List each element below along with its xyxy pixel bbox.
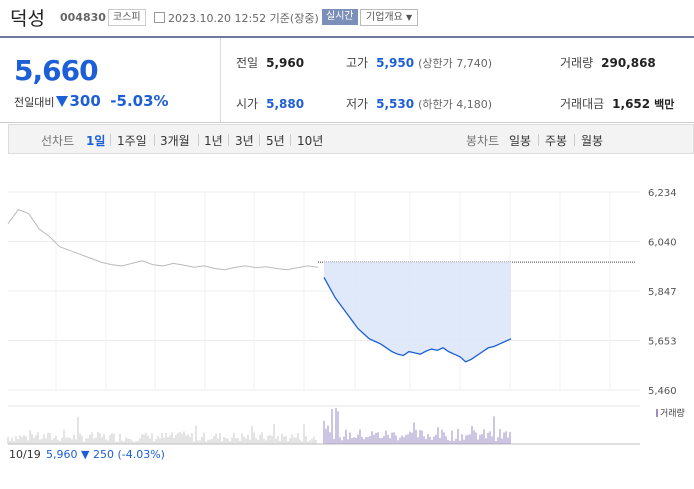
tab-1y[interactable]: 1년 [204, 134, 223, 148]
y-tick-label: 5,460 [648, 386, 677, 397]
today-price-line [323, 277, 512, 363]
tab-5y[interactable]: 5년 [266, 134, 285, 148]
down-icon: ▼ [81, 448, 90, 461]
stat-prev: 전일 5,960 [236, 56, 305, 70]
price-box: 5,660 전일대비 300 -5.03% [0, 38, 221, 122]
volume-legend-mark [656, 409, 658, 417]
chevron-down-icon: ▼ [406, 13, 413, 22]
y-tick-label: 6,234 [648, 188, 677, 199]
stat-volume: 거래량 290,868 [560, 56, 656, 70]
tab-3m[interactable]: 3개월 [160, 134, 190, 148]
y-tick-label: 6,040 [648, 238, 677, 249]
y-tick-label: 5,847 [648, 287, 677, 298]
area-fill [324, 262, 511, 362]
chart-footer: 10/19 5,960 ▼ 250 (-4.03%) [0, 448, 694, 468]
stock-code: 004830 [60, 11, 106, 24]
tab-1w[interactable]: 1주일 [117, 134, 147, 148]
down-arrow-icon [56, 96, 69, 107]
price-chart: 6,2346,0405,8475,6535,460거래량10/2010:0011… [7, 188, 685, 445]
stock-header: 덕성 004830 코스피 2023.10.20 12:52 기준(장중) 실시… [0, 0, 694, 36]
clock-icon [154, 12, 165, 23]
y-tick-label: 5,653 [648, 337, 677, 348]
current-price: 5,660 [14, 54, 99, 87]
prev-day-line [7, 209, 319, 271]
footer-summary: 5,960 ▼ 250 (-4.03%) [46, 448, 165, 461]
stat-low: 저가 5,530 (하한가 4,180) [346, 97, 492, 111]
company-info-dropdown[interactable]: 기업개요 ▼ [360, 9, 419, 26]
tab-1d[interactable]: 1일 [86, 134, 106, 148]
market-badge: 코스피 [108, 9, 146, 26]
tab-weekly[interactable]: 주봉 [545, 134, 568, 148]
datetime: 2023.10.20 12:52 기준(장중) [154, 10, 319, 26]
stat-amount: 거래대금 1,652 백만 [560, 97, 675, 111]
price-summary: 5,660 전일대비 300 -5.03% 전일 5,960 고가 5,950 (상한가… [0, 36, 694, 123]
line-chart-label: 선차트 [41, 134, 75, 148]
stat-open: 시가 5,880 [236, 97, 305, 111]
candle-chart-label: 봉차트 [466, 134, 500, 148]
volume-label: 거래량 [660, 407, 685, 419]
realtime-button[interactable]: 실시간 [322, 9, 358, 25]
stat-high: 고가 5,950 (상한가 7,740) [346, 56, 492, 70]
stock-name: 덕성 [10, 8, 45, 30]
footer-date: 10/19 [9, 448, 41, 461]
chart-tabs: 선차트 1일 1주일 3개월 1년 3년 5년 10년 봉차트 일봉 주봉 월봉 [8, 124, 694, 154]
price-change: 전일대비 300 -5.03% [14, 92, 169, 110]
tab-3y[interactable]: 3년 [235, 134, 254, 148]
tab-10y[interactable]: 10년 [297, 134, 324, 148]
tab-daily[interactable]: 일봉 [509, 134, 532, 148]
tab-monthly[interactable]: 월봉 [581, 134, 604, 148]
